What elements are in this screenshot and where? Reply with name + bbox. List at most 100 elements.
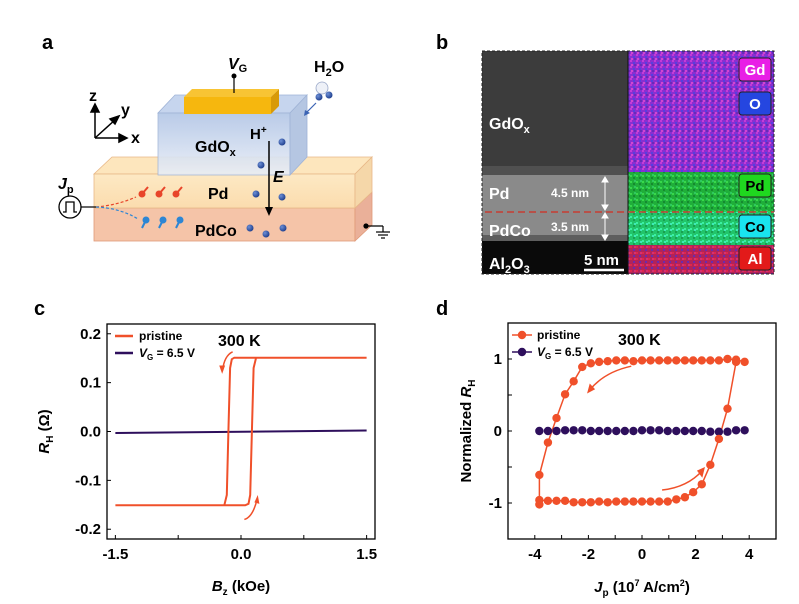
arrowhead <box>696 467 705 478</box>
series-pristine-point <box>723 404 732 413</box>
legend-pristine-marker <box>517 330 527 340</box>
panel-c-label: c <box>34 298 46 320</box>
series-pristine-point <box>672 356 681 365</box>
panel-b-tem: GdOx Pd 4.5 nm PdCo 3.5 nm Al2O3 5 nm Gd… <box>481 50 775 276</box>
series-pristine-point <box>731 357 741 367</box>
series-vg-point <box>535 426 544 436</box>
series-vg-point <box>620 426 630 436</box>
x-tick-label: 4 <box>745 546 754 563</box>
series-vg-point <box>663 426 672 436</box>
series-pristine-point <box>714 434 724 444</box>
eds-legend-box-gd <box>738 57 772 82</box>
panel-b-label: b <box>436 32 449 54</box>
oxide-label: GdOx <box>195 139 237 159</box>
series-vg-point <box>672 426 681 436</box>
series-vg-point <box>688 426 698 436</box>
series-vg-point <box>612 426 621 436</box>
series-pristine-point <box>569 377 578 386</box>
pdco-layer-label: PdCo <box>195 223 237 240</box>
series-vg-point <box>731 426 741 435</box>
pd-layer-label: Pd <box>208 186 228 203</box>
series-vg-point <box>723 427 732 436</box>
series-vg-point <box>654 426 664 435</box>
series-pristine-point <box>560 496 570 506</box>
legend-pristine-label: pristine <box>139 329 183 343</box>
gate-voltage-label: VG <box>228 56 247 75</box>
panel-a-schematic: z y x VG <box>58 56 390 242</box>
series-pristine-point <box>740 357 749 367</box>
x-tick-label: 2 <box>691 546 699 563</box>
gate-electrode <box>184 73 279 114</box>
temperature-annotation: 300 K <box>618 332 661 349</box>
proton-label: H+ <box>250 125 267 143</box>
chart-d: -4 -2 0 2 4 -1 0 1 pristine VG = 6.5 V 300 K Jp (10… <box>458 322 777 599</box>
series-pristine-point <box>672 495 681 504</box>
eds-legend-label: O <box>749 96 761 113</box>
series-pristine-point <box>637 497 647 506</box>
series-pristine-point <box>578 498 587 507</box>
x-tick-label: 0.0 <box>231 546 252 563</box>
series-pristine-point <box>594 357 604 367</box>
series-pristine-point <box>594 497 604 506</box>
field-label: E <box>273 169 285 186</box>
series-vg-line <box>115 429 367 434</box>
legend-pristine-label: pristine <box>537 328 581 342</box>
series-vg-point <box>603 426 612 436</box>
series-pristine-point <box>654 356 664 365</box>
series-pristine-point <box>620 356 630 365</box>
x-axis-label: Bz (kOe) <box>212 578 270 598</box>
eds-legend-label: Co <box>745 219 765 236</box>
series-pristine-point <box>629 356 638 366</box>
series-pristine-point <box>543 438 553 447</box>
legend-vg-label: VG = 6.5 V <box>139 346 195 362</box>
tem-pd-thickness: 4.5 nm <box>551 186 589 200</box>
series-pristine-point <box>680 356 690 365</box>
series-vg-point <box>578 426 587 435</box>
series-pristine-point <box>654 497 664 506</box>
y-tick-label: 0.0 <box>80 424 101 441</box>
arrowhead <box>254 495 260 504</box>
series-pristine-point <box>535 495 544 505</box>
series-pristine-point <box>680 493 690 502</box>
arrowhead <box>587 383 596 394</box>
tem-gdox-label: GdOx <box>489 116 531 136</box>
series-pristine-point <box>552 413 561 423</box>
series-vg-point <box>586 426 596 436</box>
series-pristine-point <box>560 390 570 399</box>
legend-vg-marker <box>517 347 527 357</box>
x-axis-label: Jp (107 A/cm2) <box>594 578 690 599</box>
water-molecule-icon <box>304 81 333 116</box>
pulse-label: Jp <box>58 176 74 196</box>
series-pristine-point <box>697 356 706 365</box>
electric-field-arrow-icon <box>265 141 273 216</box>
series-pristine-point <box>552 496 561 506</box>
series-pristine-point <box>637 356 647 365</box>
spin-up-icons <box>138 186 183 198</box>
water-label: H2O <box>314 59 344 79</box>
pulse-source-icon <box>58 195 96 219</box>
eds-legend-label: Al <box>748 251 763 268</box>
series-vg-point <box>637 426 647 435</box>
eds-legend-label: Gd <box>745 62 766 79</box>
series-vg-point <box>560 426 570 435</box>
series-vg-point <box>740 426 749 435</box>
x-tick-label: -1.5 <box>102 546 128 563</box>
series-pristine-point <box>663 356 672 365</box>
y-tick-label: 0.1 <box>80 375 101 392</box>
series-pristine-point <box>603 498 612 507</box>
axis-x-label: x <box>131 130 140 147</box>
series-pristine-line <box>115 356 367 507</box>
eds-legend-box-al <box>738 246 772 271</box>
series-vg-point <box>706 427 715 436</box>
series-vg-point <box>552 426 561 436</box>
series-pristine-point <box>612 356 621 365</box>
axis-z-label: z <box>89 88 97 105</box>
eds-legend-label: Pd <box>745 178 764 195</box>
series-pristine-point <box>535 470 544 480</box>
series-vg-point <box>543 426 553 436</box>
series-vg-point <box>629 426 638 436</box>
panel-a-label: a <box>42 32 54 54</box>
series-pristine-point <box>714 356 724 365</box>
series-pristine-point <box>646 497 655 506</box>
